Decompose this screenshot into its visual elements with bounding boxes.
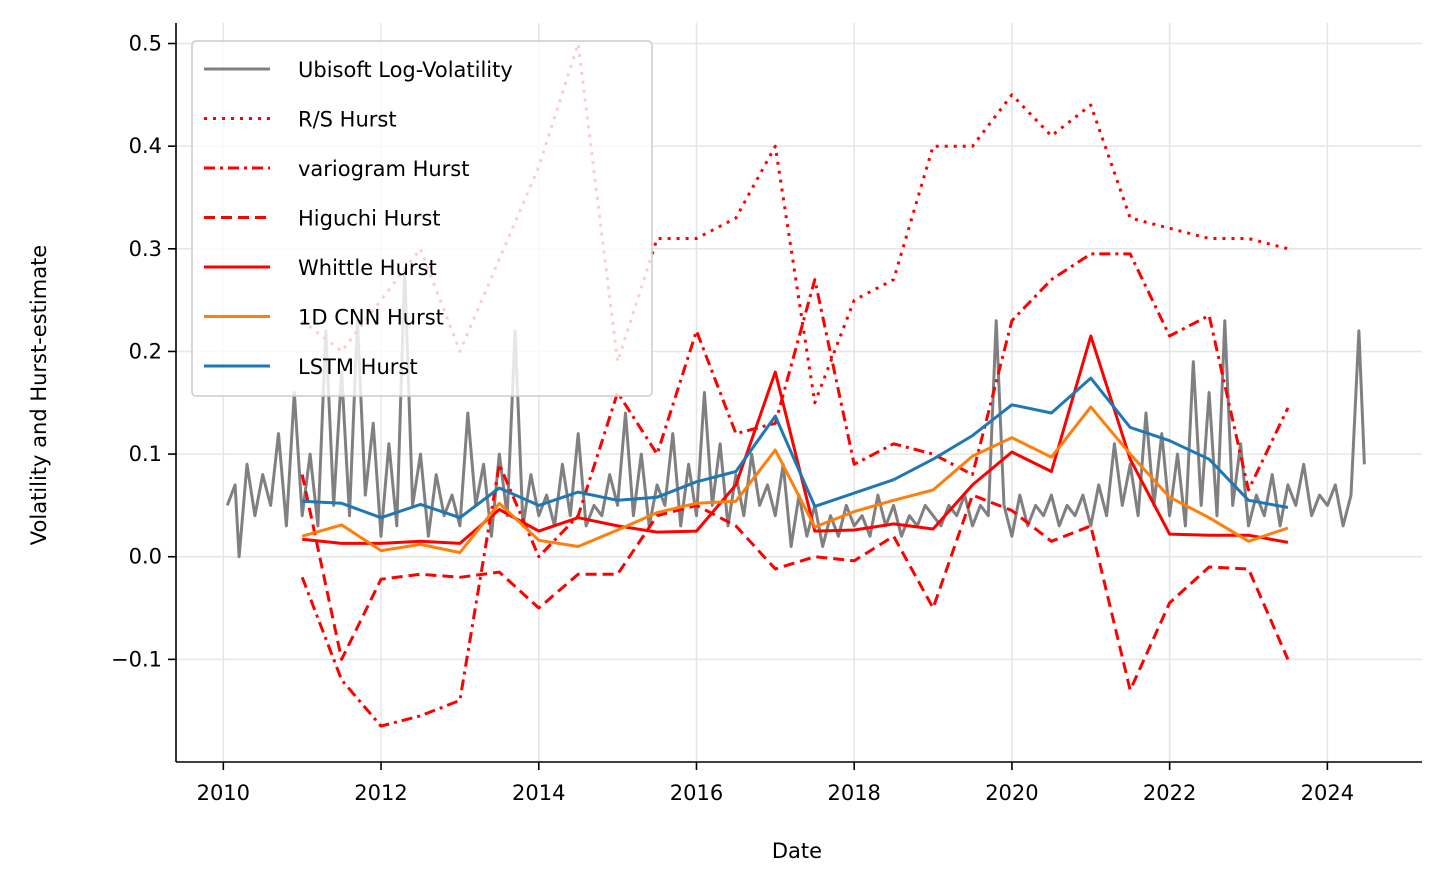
legend-label: variogram Hurst	[298, 157, 470, 181]
y-tick-label: 0.0	[129, 545, 162, 569]
series-line-higuchi-hurst	[300, 474, 1290, 692]
y-tick-label: 0.4	[129, 134, 162, 158]
x-tick-label: 2020	[985, 781, 1038, 805]
legend-label: 1D CNN Hurst	[298, 306, 444, 330]
y-tick-label: −0.1	[111, 647, 162, 671]
series-line-variogram-hurst	[300, 252, 1290, 728]
axes: 2010 2012 2014 2016 2018 2020 2022 2024 −0.1 0.0 0…	[111, 23, 1422, 805]
y-tick-label: 0.2	[129, 339, 162, 363]
y-axis-label: Volatility and Hurst-estimate	[27, 245, 51, 545]
x-tick-label: 2022	[1143, 781, 1196, 805]
x-axis-label: Date	[772, 839, 822, 863]
x-tick-label: 2014	[512, 781, 565, 805]
series-line-whittle-hurst	[302, 334, 1289, 545]
legend-label: Whittle Hurst	[298, 256, 437, 280]
x-tick-label: 2012	[354, 781, 407, 805]
series-line-lstm-hurst	[302, 376, 1289, 520]
legend-box	[191, 40, 653, 397]
y-tick-label: 0.3	[129, 237, 162, 261]
y-tick-label: 0.1	[129, 442, 162, 466]
legend-label: R/S Hurst	[298, 108, 397, 132]
x-tick-label: 2024	[1301, 781, 1354, 805]
series-line-ubisoft-log-volatility	[225, 267, 1366, 559]
series-line-1d-cnn-hurst	[301, 405, 1289, 555]
legend-label: LSTM Hurst	[298, 355, 418, 379]
x-tick-label: 2010	[197, 781, 250, 805]
x-tick-label: 2016	[670, 781, 723, 805]
y-tick-label: 0.5	[129, 32, 162, 56]
legend: Ubisoft Log-Volatility R/S Hurst variogram…	[191, 40, 653, 397]
legend-label: Higuchi Hurst	[298, 207, 441, 231]
legend-label: Ubisoft Log-Volatility	[298, 58, 513, 82]
x-tick-label: 2018	[827, 781, 880, 805]
